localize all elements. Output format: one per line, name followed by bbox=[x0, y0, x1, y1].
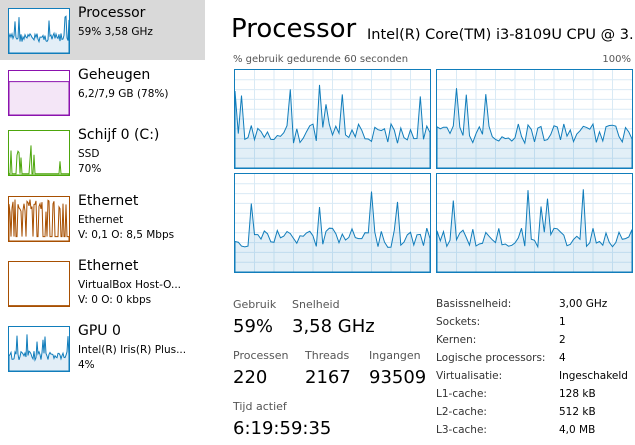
detail-value: 2 bbox=[559, 334, 566, 346]
cpu-core-graph bbox=[436, 69, 633, 169]
item-detail: V: 0,1 O: 8,5 Mbps bbox=[78, 229, 175, 241]
grid bbox=[235, 174, 430, 272]
item-detail: V: 0 O: 0 kbps bbox=[78, 294, 152, 306]
sparkline-area bbox=[9, 15, 69, 53]
thumbnail bbox=[8, 261, 70, 307]
stat-label: Gebruik bbox=[233, 298, 277, 311]
detail-value: 128 kB bbox=[559, 388, 596, 400]
detail-label: Kernen: bbox=[436, 334, 477, 346]
item-title: Schijf 0 (C:) bbox=[78, 127, 160, 143]
grid bbox=[437, 70, 632, 168]
stat-value: 93509 bbox=[369, 367, 427, 388]
sparkline-area bbox=[9, 334, 69, 371]
page-title: Processor bbox=[231, 14, 357, 44]
thumbnail bbox=[8, 130, 70, 176]
detail-label: Sockets: bbox=[436, 316, 481, 328]
detail-value: 4 bbox=[559, 352, 566, 364]
thumbnail bbox=[8, 70, 70, 116]
stat-label: Tijd actief bbox=[233, 400, 287, 413]
item-title: Geheugen bbox=[78, 67, 151, 83]
detail-label: Logische processors: bbox=[436, 352, 546, 364]
sparkline-area bbox=[9, 81, 69, 115]
sparkline-area bbox=[437, 88, 632, 168]
thumbnail bbox=[8, 196, 70, 242]
cpu-core-graph bbox=[234, 173, 431, 273]
sparkline-area bbox=[437, 189, 632, 272]
stat-value: 220 bbox=[233, 367, 268, 388]
stat-value: 6:19:59:35 bbox=[233, 418, 332, 439]
item-detail: Intel(R) Iris(R) Plus... bbox=[78, 344, 187, 356]
sidebar-item[interactable]: Ethernet VirtualBox Host-O... V: 0 O: 0 kb… bbox=[0, 253, 205, 313]
graph-label: % gebruik gedurende 60 seconden bbox=[233, 54, 409, 65]
sidebar-item[interactable]: Schijf 0 (C:) SSD 70% bbox=[0, 122, 205, 182]
stat-label: Processen bbox=[233, 349, 289, 362]
stat-value: 3,58 GHz bbox=[292, 316, 375, 337]
sparkline bbox=[9, 145, 69, 175]
item-detail: Ethernet bbox=[78, 214, 124, 226]
item-detail: VirtualBox Host-O... bbox=[78, 279, 182, 291]
item-title: Processor bbox=[78, 5, 146, 21]
grid bbox=[235, 70, 430, 168]
detail-value: Ingeschakeld bbox=[559, 370, 628, 382]
cpu-name: Intel(R) Core(TM) i3-8109U CPU @ 3... bbox=[367, 27, 635, 43]
item-detail: 4% bbox=[78, 359, 95, 371]
item-title: Ethernet bbox=[78, 193, 139, 209]
stat-label: Ingangen bbox=[369, 349, 421, 362]
detail-value: 512 kB bbox=[559, 406, 596, 418]
sparkline-area bbox=[9, 199, 69, 241]
graph-max: 100% bbox=[602, 54, 631, 65]
detail-label: L1-cache: bbox=[436, 388, 487, 400]
detail-label: Virtualisatie: bbox=[436, 370, 503, 382]
sparkline bbox=[235, 191, 430, 272]
cpu-core-graph bbox=[234, 69, 431, 169]
sidebar-item[interactable]: Ethernet Ethernet V: 0,1 O: 8,5 Mbps bbox=[0, 188, 205, 248]
item-detail: 70% bbox=[78, 163, 102, 175]
sparkline-area bbox=[235, 191, 430, 272]
item-detail: 59% 3,58 GHz bbox=[78, 26, 153, 38]
sidebar-item[interactable]: GPU 0 Intel(R) Iris(R) Plus... 4% bbox=[0, 318, 205, 378]
stat-value: 59% bbox=[233, 316, 274, 337]
detail-label: Basissnelheid: bbox=[436, 298, 512, 310]
sidebar-item[interactable]: Geheugen 6,2/7,9 GB (78%) bbox=[0, 62, 205, 122]
thumbnail bbox=[8, 8, 70, 54]
sparkline bbox=[9, 334, 69, 371]
item-detail: SSD bbox=[78, 148, 100, 160]
stat-value: 2167 bbox=[305, 367, 351, 388]
detail-value: 4,0 MB bbox=[559, 424, 596, 436]
cpu-core-graph bbox=[436, 173, 633, 273]
item-detail: 6,2/7,9 GB (78%) bbox=[78, 88, 169, 100]
sparkline-area bbox=[235, 84, 430, 168]
detail-label: L3-cache: bbox=[436, 424, 487, 436]
sparkline bbox=[9, 15, 69, 53]
detail-value: 1 bbox=[559, 316, 566, 328]
detail-value: 3,00 GHz bbox=[559, 298, 608, 310]
sparkline bbox=[9, 81, 69, 115]
sparkline bbox=[437, 88, 632, 168]
sparkline bbox=[437, 189, 632, 272]
sparkline bbox=[9, 305, 69, 306]
sidebar-item[interactable]: Processor 59% 3,58 GHz bbox=[0, 0, 205, 60]
grid bbox=[437, 174, 632, 272]
sparkline bbox=[9, 199, 69, 241]
stat-label: Snelheid bbox=[292, 298, 340, 311]
detail-label: L2-cache: bbox=[436, 406, 487, 418]
stat-label: Threads bbox=[305, 349, 350, 362]
sparkline bbox=[235, 84, 430, 168]
sparkline-area bbox=[9, 145, 69, 175]
thumbnail bbox=[8, 326, 70, 372]
item-title: Ethernet bbox=[78, 258, 139, 274]
item-title: GPU 0 bbox=[78, 323, 121, 339]
